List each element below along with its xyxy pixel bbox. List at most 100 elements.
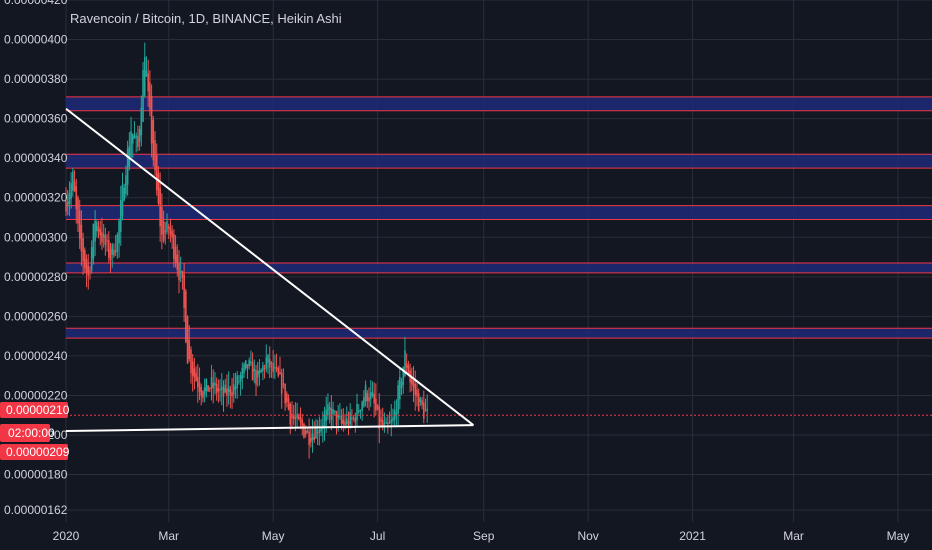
- candle-body: [286, 393, 288, 403]
- candle-body: [246, 364, 249, 368]
- candle-body: [143, 57, 146, 96]
- candle-body: [193, 368, 196, 378]
- candle-body: [138, 129, 141, 142]
- candle-body: [404, 350, 406, 377]
- candle-body: [311, 433, 314, 441]
- candle-body: [280, 372, 283, 394]
- candle-body: [186, 316, 189, 364]
- candle-body: [347, 421, 350, 427]
- y-tick-label: 0.00000420: [4, 0, 68, 7]
- candle-body: [371, 392, 374, 396]
- candle-body: [140, 107, 143, 136]
- x-axis[interactable]: 2020 Mar May Jul Sep Nov 2021 Mar May: [53, 529, 910, 543]
- candle-body: [315, 425, 317, 439]
- candle-body: [369, 392, 372, 400]
- resistance-zones: [66, 96, 932, 339]
- candle-body: [171, 230, 173, 238]
- trendline[interactable]: [65, 107, 475, 426]
- chart-title: Ravencoin / Bitcoin, 1D, BINANCE, Heikin…: [70, 11, 342, 26]
- candle-body: [298, 416, 300, 420]
- resistance-zone[interactable]: [66, 262, 932, 273]
- candle-body: [392, 417, 394, 422]
- candle-body: [70, 183, 72, 199]
- y-tick-label: 0.00000240: [4, 349, 68, 363]
- candle-body: [411, 376, 413, 385]
- candle-body: [212, 382, 215, 389]
- candle-body: [268, 358, 271, 368]
- candle-body: [318, 430, 321, 433]
- candle-body: [337, 414, 339, 419]
- candle-body: [275, 367, 278, 370]
- candle-body: [107, 240, 110, 259]
- candle-body: [363, 397, 365, 407]
- candle-body: [368, 397, 370, 402]
- candle-body: [241, 367, 244, 379]
- candle-body: [390, 419, 393, 423]
- candle-body: [217, 388, 220, 392]
- candle-body: [77, 197, 79, 224]
- y-tick-label: 0.00000220: [4, 388, 68, 402]
- candle-body: [274, 367, 276, 369]
- candle-body: [200, 387, 203, 396]
- candle-body: [402, 367, 405, 385]
- candle-body: [405, 363, 408, 368]
- resistance-zone[interactable]: [66, 154, 932, 169]
- candle-body: [421, 400, 423, 406]
- y-axis[interactable]: 0.00000420 0.00000400 0.00000380 0.00000360…: [4, 0, 68, 517]
- candle-body: [179, 271, 182, 273]
- trendline[interactable]: [65, 424, 474, 433]
- candle-body: [113, 249, 115, 256]
- candle-body: [385, 422, 387, 424]
- candle-body: [287, 397, 290, 410]
- resistance-zone[interactable]: [66, 96, 932, 111]
- candle-body: [87, 265, 90, 276]
- candle-body: [303, 423, 305, 438]
- candle-body: [202, 391, 204, 399]
- candle-body: [205, 379, 208, 392]
- candle-body: [244, 360, 247, 369]
- candle-body: [234, 386, 237, 390]
- trendlines[interactable]: [65, 107, 475, 433]
- candle-body: [291, 414, 293, 418]
- candle-body: [73, 181, 76, 192]
- candle-body: [121, 184, 124, 216]
- candle-body: [364, 384, 367, 402]
- candle-body: [131, 133, 134, 144]
- candle-body: [101, 232, 103, 243]
- candle-body: [157, 172, 160, 204]
- y-tick-label: 0.00000162: [4, 503, 68, 517]
- candle-body: [253, 368, 256, 372]
- candle-body: [263, 368, 266, 370]
- candle-body: [282, 383, 285, 385]
- candle-body: [174, 246, 177, 263]
- candle-body: [248, 360, 250, 367]
- candle-body: [424, 410, 427, 412]
- candle-body: [328, 407, 331, 410]
- candle-body: [277, 368, 280, 376]
- candle-body: [323, 414, 326, 428]
- candle-body: [75, 186, 78, 209]
- candle-body: [169, 227, 172, 235]
- candle-body: [296, 414, 298, 419]
- candle-body: [238, 381, 240, 383]
- candle-body: [376, 404, 379, 409]
- candle-body: [190, 349, 192, 374]
- candle-body: [378, 406, 381, 429]
- x-tick-label: May: [262, 529, 285, 543]
- x-tick-label: 2021: [679, 529, 706, 543]
- candle-body: [339, 415, 341, 417]
- candle-body: [210, 377, 213, 389]
- candle-body: [203, 387, 206, 395]
- candle-body: [239, 375, 242, 382]
- countdown-badge: 02:00:00: [0, 424, 55, 442]
- resistance-zone[interactable]: [66, 205, 932, 220]
- candle-body: [161, 207, 163, 235]
- candle-body: [236, 375, 238, 389]
- resistance-zone[interactable]: [66, 328, 932, 339]
- x-tick-label: May: [887, 529, 910, 543]
- candle-body: [207, 385, 209, 392]
- candle-body: [340, 416, 343, 424]
- candle-body: [250, 361, 252, 364]
